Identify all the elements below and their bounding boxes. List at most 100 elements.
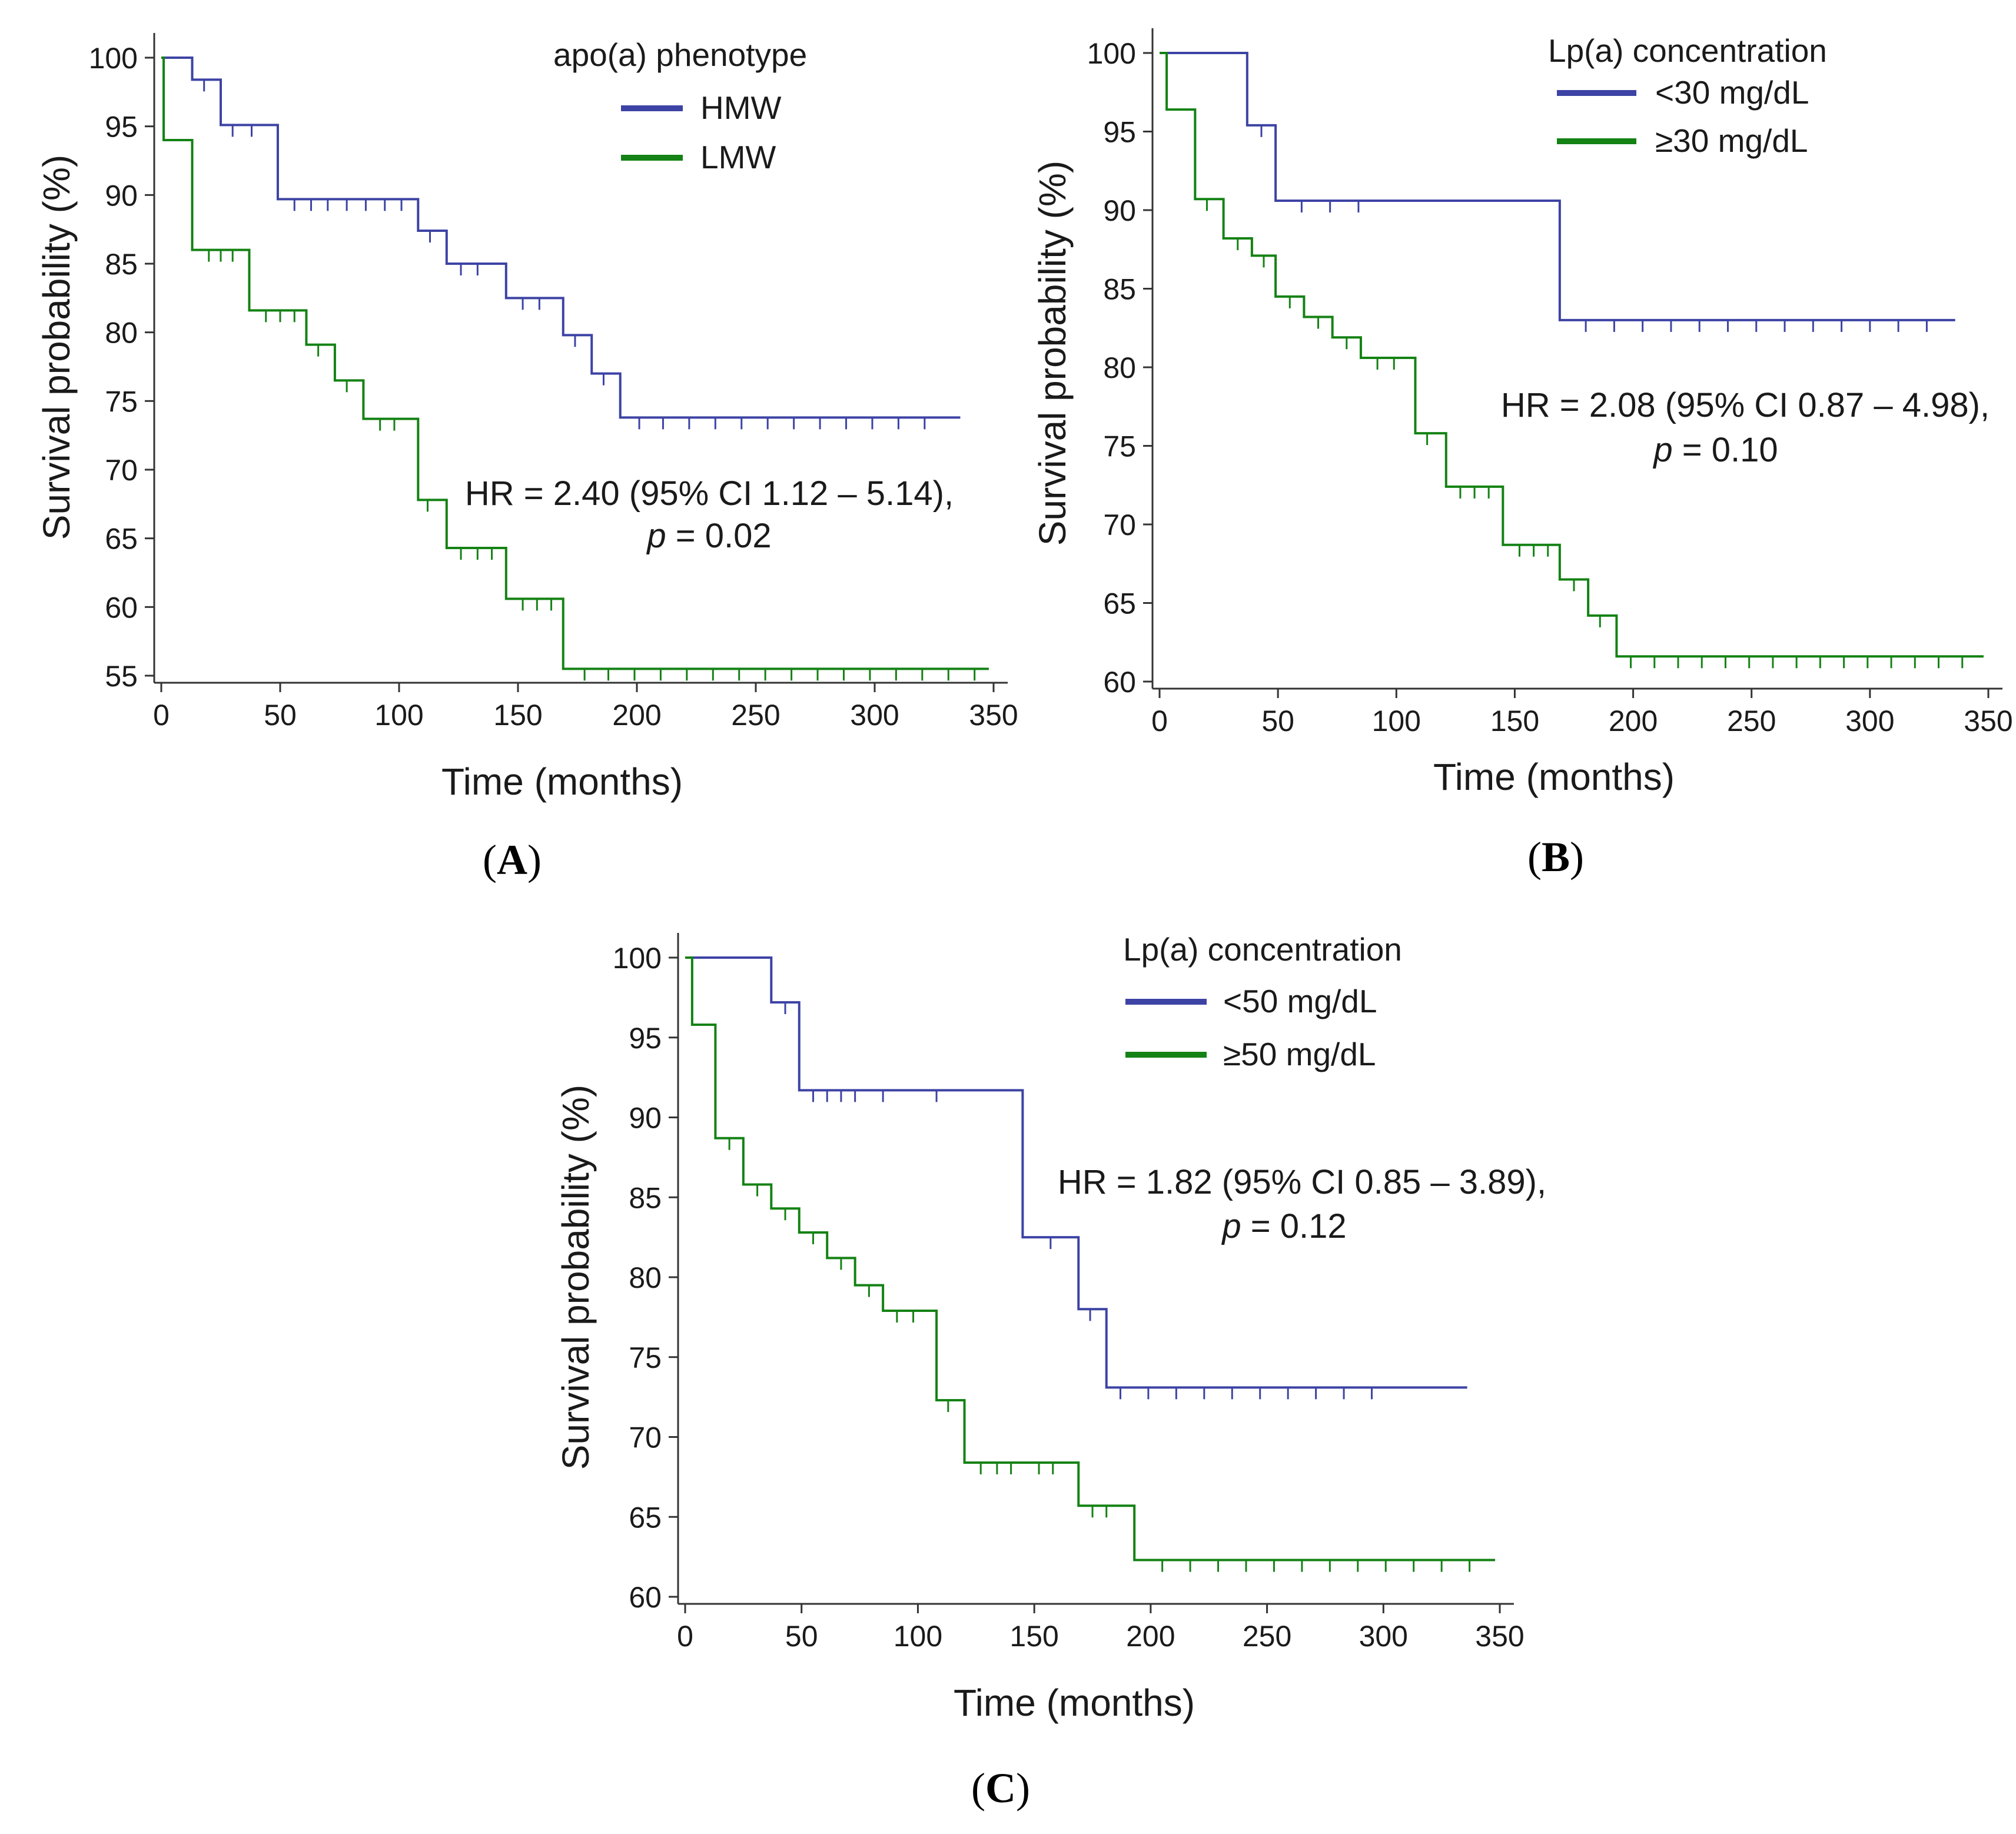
panel-c-p-symbol: p — [1221, 1207, 1241, 1245]
panel-a-series-low-risk-line — [161, 57, 961, 419]
panel-c-hr-text: HR = 1.82 (95% CI 0.85 – 3.89), — [1058, 1163, 1546, 1201]
panel-b-y-tick-label: 60 — [1103, 666, 1136, 699]
panel-c-y-tick-label: 90 — [629, 1102, 662, 1135]
panel-b-x-tick-label: 50 — [1261, 705, 1294, 737]
panel-c-x-tick-label: 0 — [677, 1620, 693, 1653]
panel-b-x-tick-label: 350 — [1964, 705, 2012, 737]
panel-b-p-symbol: p — [1652, 431, 1672, 469]
panel-c-y-tick-label: 80 — [629, 1261, 662, 1294]
panel-c-label: (C) — [971, 1765, 1030, 1812]
panel-a-y-axis-title: Survival probability (%) — [35, 155, 78, 540]
panel-b-x-tick-label: 150 — [1490, 705, 1539, 737]
panel-a-x-tick-label: 0 — [153, 699, 170, 732]
panel-a-y-tick-label: 65 — [105, 523, 138, 556]
panel-c-legend-title: Lp(a) concentration — [1123, 931, 1402, 968]
panel-b-legend-label-low: <30 mg/dL — [1655, 74, 1809, 111]
panel-c-legend-label-high: ≥50 mg/dL — [1223, 1036, 1376, 1072]
panel-a-legend-label-hmw: HMW — [700, 89, 782, 126]
panel-b-label: (B) — [1527, 833, 1584, 881]
panel-a-y-tick-label: 75 — [105, 385, 138, 418]
panel-b-p-text: = 0.10 — [1673, 431, 1778, 469]
panel-c-p-value: p = 0.12 — [1221, 1207, 1346, 1245]
panel-a-p-value: p = 0.02 — [646, 517, 771, 555]
panel-a-x-tick-label: 250 — [731, 699, 780, 732]
panel-a-legend: apo(a) phenotype HMW LMW — [553, 36, 807, 175]
panel-b-x-tick-label: 100 — [1372, 705, 1421, 737]
panel-a-x-tick-label: 100 — [374, 699, 423, 732]
panel-b-axes: 0 50 100 150 200 250 300 350 60 65 70 75 80 85 90 95 100 — [1087, 28, 2013, 737]
panel-a-y-tick-label: 90 — [105, 179, 138, 212]
panel-b-p-value: p = 0.10 — [1652, 431, 1778, 469]
panel-a-y-tick-label: 80 — [105, 317, 138, 350]
panel-b-x-tick-label: 200 — [1609, 705, 1658, 737]
panel-b-y-tick-label: 80 — [1103, 351, 1136, 384]
panel-b-y-tick-label: 90 — [1103, 194, 1136, 227]
panel-c-axes: 0 50 100 150 200 250 300 350 60 65 70 75 80 85 90 95 100 — [613, 933, 1525, 1653]
panel-a-series-high-risk-line — [161, 57, 989, 670]
panel-c-x-tick-label: 300 — [1359, 1620, 1408, 1653]
panel-a-y-tick-label: 70 — [105, 454, 138, 487]
panel-a-legend-title: apo(a) phenotype — [553, 36, 807, 73]
panel-b-hr-text: HR = 2.08 (95% CI 0.87 – 4.98), — [1501, 386, 1990, 424]
panel-b-x-axis-title: Time (months) — [1433, 756, 1675, 798]
panel-b-y-tick-label: 85 — [1103, 273, 1136, 306]
panel-c-series — [685, 956, 1496, 1572]
panel-b-chart: 0 50 100 150 200 250 300 350 60 65 70 75 80 85 90 95 100… — [1031, 28, 2013, 881]
panel-c-x-tick-label: 50 — [785, 1620, 818, 1653]
panel-b-annotation: HR = 2.08 (95% CI 0.87 – 4.98), p = 0.10 — [1501, 386, 1990, 469]
panel-c-p-text: = 0.12 — [1241, 1207, 1347, 1245]
panel-a-series — [161, 57, 989, 681]
panel-c-y-tick-label: 100 — [613, 942, 662, 975]
panel-c-legend: Lp(a) concentration <50 mg/dL ≥50 mg/dL — [1123, 931, 1402, 1072]
panel-b-series — [1160, 52, 1984, 669]
panel-b-y-tick-label: 75 — [1103, 430, 1136, 463]
panel-a-chart: 0 50 100 150 200 250 300 350 55 60 65 70 75 80 85 90 95 1… — [35, 33, 1018, 883]
panel-b-x-tick-label: 300 — [1845, 705, 1894, 737]
panel-c-x-tick-label: 150 — [1009, 1620, 1058, 1653]
panel-b-y-tick-label: 95 — [1103, 116, 1136, 149]
panel-a-x-axis-title: Time (months) — [441, 760, 683, 803]
panel-a-hr-text: HR = 2.40 (95% CI 1.12 – 5.14), — [465, 474, 954, 513]
panel-c-x-tick-label: 250 — [1243, 1620, 1291, 1653]
panel-b-legend: Lp(a) concentration <30 mg/dL ≥30 mg/dL — [1548, 32, 1827, 159]
panel-b-y-tick-label: 100 — [1087, 37, 1136, 70]
panel-a-legend-label-lmw: LMW — [700, 139, 776, 175]
panel-a-x-tick-label: 150 — [493, 699, 542, 732]
panel-a-y-tick-label: 95 — [105, 111, 138, 144]
panel-a-y-tick-label: 60 — [105, 591, 138, 624]
panel-c-y-tick-label: 85 — [629, 1181, 662, 1214]
panel-b-x-tick-label: 250 — [1727, 705, 1776, 737]
panel-b-legend-title: Lp(a) concentration — [1548, 32, 1827, 69]
panel-c-y-tick-label: 65 — [629, 1501, 662, 1534]
panel-a-y-tick-label: 100 — [89, 42, 138, 75]
panel-b-y-tick-label: 70 — [1103, 509, 1136, 541]
panel-a-x-tick-label: 50 — [264, 699, 297, 732]
panel-c-legend-label-low: <50 mg/dL — [1223, 983, 1377, 1019]
panel-a-x-tick-label: 200 — [612, 699, 661, 732]
panel-c-y-tick-label: 60 — [629, 1581, 662, 1614]
panel-c-series-low-risk-line — [685, 956, 1467, 1389]
panel-a-annotation: HR = 2.40 (95% CI 1.12 – 5.14), p = 0.02 — [465, 474, 954, 555]
panel-a-p-symbol: p — [646, 517, 666, 555]
panel-a-x-tick-label: 300 — [850, 699, 899, 732]
panel-a-y-tick-label: 55 — [105, 660, 138, 693]
panel-c-y-axis-title: Survival probability (%) — [554, 1085, 597, 1470]
panel-a-axes: 0 50 100 150 200 250 300 350 55 60 65 70 75 80 85 90 95 1… — [89, 33, 1018, 732]
panel-b-y-axis-title: Survival probability (%) — [1031, 161, 1074, 546]
panel-b-x-tick-label: 0 — [1151, 705, 1168, 737]
panel-c-y-tick-label: 75 — [629, 1341, 662, 1374]
panel-c-annotation: HR = 1.82 (95% CI 0.85 – 3.89), p = 0.12 — [1058, 1163, 1546, 1245]
panel-c-y-tick-label: 70 — [629, 1421, 662, 1454]
panel-c-y-tick-label: 95 — [629, 1022, 662, 1055]
panel-b-legend-label-high: ≥30 mg/dL — [1655, 122, 1808, 159]
panel-b-series-low-risk-line — [1160, 52, 1955, 321]
panel-a-label: (A) — [483, 836, 542, 883]
panel-c-chart: 0 50 100 150 200 250 300 350 60 65 70 75 80 85 90 95 100… — [554, 931, 1546, 1812]
panel-c-x-tick-label: 350 — [1475, 1620, 1524, 1653]
panel-a-y-tick-label: 85 — [105, 248, 138, 281]
panel-a-x-tick-label: 350 — [969, 699, 1018, 732]
panel-c-x-axis-title: Time (months) — [954, 1682, 1195, 1724]
panel-b-y-tick-label: 65 — [1103, 587, 1136, 620]
panel-c-x-tick-label: 100 — [894, 1620, 942, 1653]
